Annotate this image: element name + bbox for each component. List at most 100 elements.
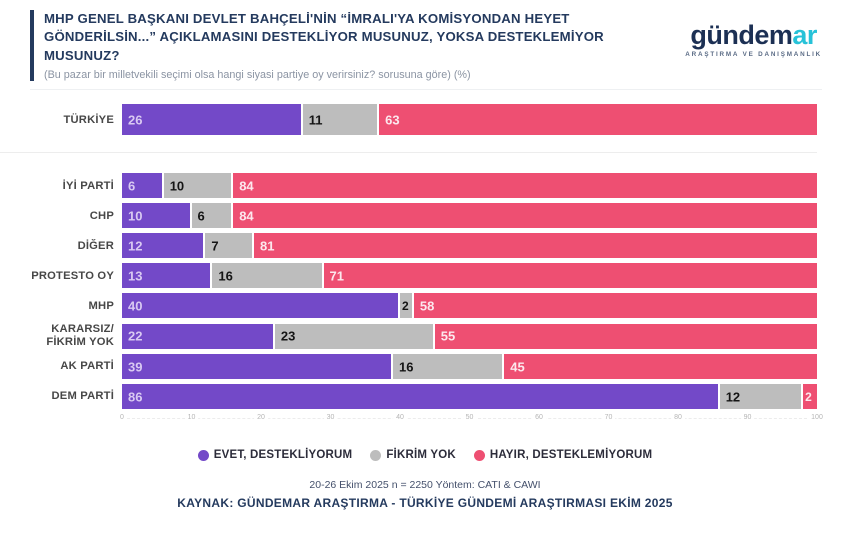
x-axis-tick: 100	[808, 414, 826, 422]
bar-value: 10	[128, 208, 143, 224]
category-label: DEM PARTİ	[51, 390, 114, 403]
title-block: MHP GENEL BAŞKANI DEVLET BAHÇELİ'NİN “İM…	[30, 10, 670, 82]
bar-value: 2	[402, 298, 409, 313]
bar-segment: 6	[191, 203, 234, 229]
bar-segment: 6	[122, 173, 164, 199]
chart-row: İYİ PARTİ 6 10 84	[0, 173, 817, 199]
bar-value: 6	[197, 208, 205, 224]
bar-value: 23	[280, 328, 296, 344]
chart-row: KARARSIZ/ FİKRİM YOK 22 23 55	[0, 323, 817, 349]
chart-row: PROTESTO OY 13 16 71	[0, 263, 817, 289]
x-axis-row: 0 10 20 30 40 50 60 70 80 90 100	[0, 414, 826, 427]
bar-track: 12 7 81	[122, 233, 817, 259]
bar-value: 10	[169, 178, 185, 194]
bar-value: 6	[128, 178, 136, 194]
chart-row: DİĞER 12 7 81	[0, 233, 817, 259]
bar-track: 22 23 55	[122, 323, 817, 349]
bar-segment: 12	[719, 384, 804, 410]
legend-label: EVET, DESTEKLİYORUM	[213, 449, 353, 462]
x-axis-tick: 70	[601, 414, 616, 422]
bar-segment: 84	[233, 173, 817, 199]
bar-segment: 71	[323, 263, 817, 289]
x-axis-tick: 10	[184, 414, 199, 422]
bar-segment: 84	[233, 203, 817, 229]
bar-track: 26 11 63	[122, 104, 817, 136]
bar-value: 12	[725, 389, 741, 405]
chart-row: DEM PARTİ 86 12 2	[0, 384, 817, 410]
category-label: MHP	[88, 299, 114, 312]
legend-dot	[197, 449, 209, 461]
bar-segment: 10	[122, 203, 192, 229]
footer: 20-26 Ekim 2025 n = 2250 Yöntem: CATI & …	[0, 479, 850, 510]
bar-segment: 10	[163, 173, 234, 199]
chart-rows: TÜRKİYE 26 11 63 İYİ PARTİ 6 10 84 CHP 10 6 84 DİĞER…	[0, 104, 817, 410]
chart-row: CHP 10 6 84	[0, 203, 817, 229]
source-note: KAYNAK: GÜNDEMAR ARAŞTIRMA - TÜRKİYE GÜN…	[177, 496, 673, 511]
legend-label: HAYIR, DESTEKLEMİYORUM	[489, 449, 653, 462]
category-label: TÜRKİYE	[63, 113, 114, 126]
legend-dot	[473, 449, 485, 461]
category-label: DİĞER	[77, 239, 114, 252]
legend-item: FİKRİM YOK	[370, 449, 456, 461]
x-axis-tick: 20	[254, 414, 268, 422]
legend-item: HAYIR, DESTEKLEMİYORUM	[473, 449, 653, 462]
chart-row: AK PARTİ 39 16 45	[0, 354, 817, 380]
bar-value: 84	[239, 208, 254, 224]
bar-value: 45	[510, 359, 525, 375]
bar-value: 22	[128, 328, 143, 344]
category-label: İYİ PARTİ	[62, 179, 114, 192]
bar-value: 16	[399, 359, 414, 375]
bar-value: 40	[128, 298, 143, 314]
stacked-bar-chart: TÜRKİYE 26 11 63 İYİ PARTİ 6 10 84 CHP 10 6 84 DİĞER…	[0, 104, 826, 427]
x-axis-tick: 90	[740, 414, 755, 422]
bar-segment: 13	[122, 263, 213, 289]
bar-segment: 39	[122, 354, 394, 380]
bar-track: 40 2 58	[122, 293, 817, 319]
bar-value: 2	[805, 389, 812, 404]
logo-wordmark: gündemar	[685, 22, 822, 49]
bar-track: 39 16 45	[122, 354, 817, 380]
bar-segment: 7	[205, 233, 255, 259]
bar-value: 16	[218, 268, 233, 284]
legend-item: EVET, DESTEKLİYORUM	[197, 449, 353, 462]
logo-text-primary: gündem	[690, 20, 793, 50]
bar-value: 63	[385, 112, 400, 128]
x-axis: 0 10 20 30 40 50 60 70 80 90 100	[117, 414, 826, 427]
bar-segment: 16	[212, 263, 324, 289]
bar-segment: 45	[504, 354, 817, 380]
bar-segment: 23	[274, 323, 435, 349]
bar-segment: 81	[254, 233, 817, 259]
chart-subtitle: (Bu pazar bir milletvekili seçimi olsa h…	[44, 69, 471, 82]
bar-value: 71	[329, 268, 344, 284]
bar-track: 6 10 84	[122, 173, 817, 199]
bar-value: 39	[128, 359, 143, 375]
bar-value: 55	[440, 328, 456, 344]
bar-segment: 26	[122, 104, 303, 136]
bar-track: 86 12 2	[122, 384, 817, 410]
logo-tagline: ARAŞTIRMA VE DANIŞMANLIK	[685, 51, 822, 58]
bar-segment: 55	[434, 323, 817, 349]
category-label: CHP	[89, 209, 114, 222]
x-axis-tick: 60	[532, 414, 546, 422]
bar-segment: 58	[413, 293, 817, 319]
methodology-note: 20-26 Ekim 2025 n = 2250 Yöntem: CATI & …	[309, 479, 541, 492]
bar-value: 81	[260, 238, 275, 254]
bar-value: 7	[211, 238, 219, 254]
legend-label: FİKRİM YOK	[386, 449, 456, 462]
x-axis-tick: 80	[671, 414, 685, 422]
row-spacer	[0, 140, 817, 173]
header: MHP GENEL BAŞKANI DEVLET BAHÇELİ'NİN “İM…	[0, 0, 850, 82]
category-label: PROTESTO OY	[31, 269, 114, 282]
bar-segment: 11	[302, 104, 380, 136]
legend: EVET, DESTEKLİYORUM FİKRİM YOK HAYIR, DEST…	[0, 449, 850, 461]
bar-segment: 16	[393, 354, 505, 380]
chart-title: MHP GENEL BAŞKANI DEVLET BAHÇELİ'NİN “İM…	[44, 11, 604, 63]
category-label: AK PARTİ	[60, 360, 114, 373]
logo-text-accent: ar	[792, 20, 817, 50]
x-axis-tick: 0	[117, 414, 127, 422]
legend-dot	[370, 449, 382, 461]
axis-spacer	[0, 414, 122, 427]
bar-track: 13 16 71	[122, 263, 817, 289]
bar-segment: 12	[122, 233, 206, 259]
